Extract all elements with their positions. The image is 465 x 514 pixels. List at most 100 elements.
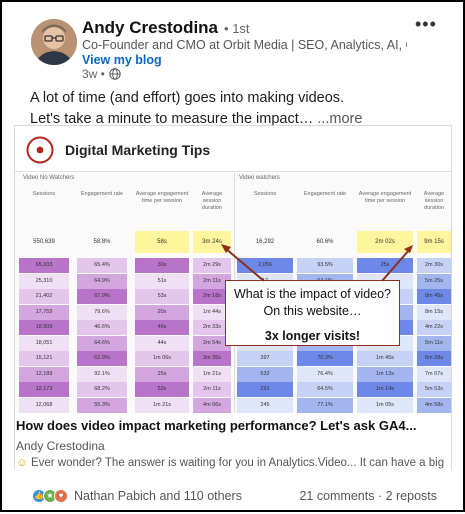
author-name[interactable]: Andy Crestodina	[82, 18, 219, 37]
table-cell: 92.1%	[77, 366, 127, 382]
table-cell: 12,068	[19, 397, 69, 413]
table-cell: 76.4%	[297, 366, 353, 382]
table-cell: 397	[237, 351, 293, 366]
table-cell: 291	[237, 382, 293, 397]
table-cell: 2m 11s	[193, 273, 231, 289]
table-cell: 65,103	[19, 258, 69, 273]
table-cell: 4m 06s	[193, 397, 231, 413]
table-cell: 62.9%	[77, 351, 127, 366]
emoji-icon: ☺	[16, 457, 28, 469]
table-cell: 93.5%	[297, 258, 353, 273]
table-cell: 44s	[135, 335, 189, 351]
table-cell: 79.6%	[77, 304, 127, 320]
connection-degree: • 1st	[224, 21, 250, 36]
table-cell: 46.6%	[77, 320, 127, 335]
table-cell: 64.9%	[77, 273, 127, 289]
table-cell: 25s	[357, 258, 413, 273]
card-header: Digital Marketing Tips	[15, 126, 451, 172]
table-cell: 25,310	[19, 273, 69, 289]
table-cell: 2,056	[237, 258, 293, 273]
table-cell: 2m 18s	[193, 289, 231, 304]
table-cell: 30s	[135, 258, 189, 273]
view-blog-link[interactable]: View my blog	[82, 53, 162, 67]
table-cell: 1m 06s	[135, 351, 189, 366]
comments-reposts[interactable]: 21 comments · 2 reposts	[299, 489, 437, 503]
total-cell: 550,639	[33, 239, 55, 245]
globe-icon	[109, 68, 121, 80]
table-cell: 8m 15s	[417, 304, 451, 320]
total-cell: 60.6%	[316, 239, 334, 245]
see-more-link[interactable]: ...more	[317, 111, 363, 127]
table-cell: 1m 21s	[135, 397, 189, 413]
post-time: 3w •	[82, 67, 105, 81]
table-cell: 55.3%	[77, 397, 127, 413]
table-cell: 4m 22s	[417, 320, 451, 335]
table-cell: 1m 45s	[357, 351, 413, 366]
table-cell: 6m 28s	[417, 351, 451, 366]
post-text-line: Let's take a minute to measure the impac…	[30, 111, 314, 127]
table-cell: 1m 44s	[193, 304, 231, 320]
table-cell: 1m 05s	[357, 397, 413, 413]
table-cell: 15,121	[19, 351, 69, 366]
avatar[interactable]	[31, 19, 77, 65]
table-cell: 20s	[135, 304, 189, 320]
table-cell: 12,173	[19, 382, 69, 397]
total-cell: 2m 02s	[357, 231, 413, 253]
column-header: Average engagement time per session	[135, 191, 189, 204]
table-cell: 532	[237, 366, 293, 382]
table-cell: 25s	[135, 366, 189, 382]
table-cell: 53s	[135, 382, 189, 397]
table-cell: 18,051	[19, 335, 69, 351]
column-header: Average engagement time per session	[358, 191, 412, 204]
post-meta: 3w •	[82, 67, 121, 81]
table-cell: 245	[237, 397, 293, 413]
article-author: Andy Crestodina	[16, 439, 105, 453]
right-section-title: Video watchers	[239, 175, 280, 181]
callout-box: What is the impact of video? On this web…	[225, 280, 400, 346]
column-header: Engagement rate	[80, 191, 124, 197]
total-cell: 9m 15s	[417, 231, 451, 253]
table-cell: 4m 58s	[417, 397, 451, 413]
callout-line: What is the impact of video?	[233, 287, 392, 301]
table-cell: 65.4%	[77, 258, 127, 273]
table-cell: 68.2%	[77, 382, 127, 397]
table-cell: 5m 11s	[417, 335, 451, 351]
total-cell: 58.8%	[93, 239, 111, 245]
table-cell: 53s	[135, 289, 189, 304]
total-cell: 58s	[135, 231, 189, 253]
table-cell: 70.3%	[297, 351, 353, 366]
table-cell: 2m 11s	[193, 382, 231, 397]
table-cell: 1m 13s	[357, 366, 413, 382]
column-header: Sessions	[32, 191, 56, 197]
callout-emphasis: 3x longer visits!	[264, 329, 361, 343]
table-cell: 21,402	[19, 289, 69, 304]
table-cell: 18,905	[19, 320, 69, 335]
reactions-summary[interactable]: 👍 ★ ♥ Nathan Pabich and 110 others	[32, 489, 242, 503]
celebrate-icon: ★	[43, 489, 57, 503]
total-cell: 3m 24s	[193, 231, 231, 253]
table-cell: 12,189	[19, 366, 69, 382]
love-icon: ♥	[54, 489, 68, 503]
table-cell: 51s	[135, 273, 189, 289]
table-cell: 7m 07s	[417, 366, 451, 382]
table-cell: 1m 21s	[193, 366, 231, 382]
table-cell: 2m 54s	[193, 335, 231, 351]
brand-name: Digital Marketing Tips	[65, 142, 211, 158]
column-header: Sessions	[253, 191, 277, 197]
table-cell: 2m 33s	[193, 320, 231, 335]
callout-line: On this website…	[263, 304, 362, 318]
reactors-text: Nathan Pabich and 110 others	[74, 489, 242, 503]
left-section-title: Video No Watchers	[23, 175, 75, 181]
column-header: Average session duration	[423, 191, 445, 211]
table-cell: 5m 53s	[417, 382, 451, 397]
snippet-text: Ever wonder? The answer is waiting for y…	[30, 457, 446, 469]
article-title[interactable]: How does video impact marketing performa…	[16, 418, 417, 433]
table-cell: 46s	[135, 320, 189, 335]
post-text: A lot of time (and effort) goes into mak…	[30, 88, 450, 130]
table-cell: 2m 29s	[193, 258, 231, 273]
table-cell: 2m 30s	[417, 258, 451, 273]
total-cell: 16,292	[255, 239, 275, 245]
table-cell: 77.1%	[297, 397, 353, 413]
more-options-icon[interactable]: •••	[415, 14, 437, 34]
